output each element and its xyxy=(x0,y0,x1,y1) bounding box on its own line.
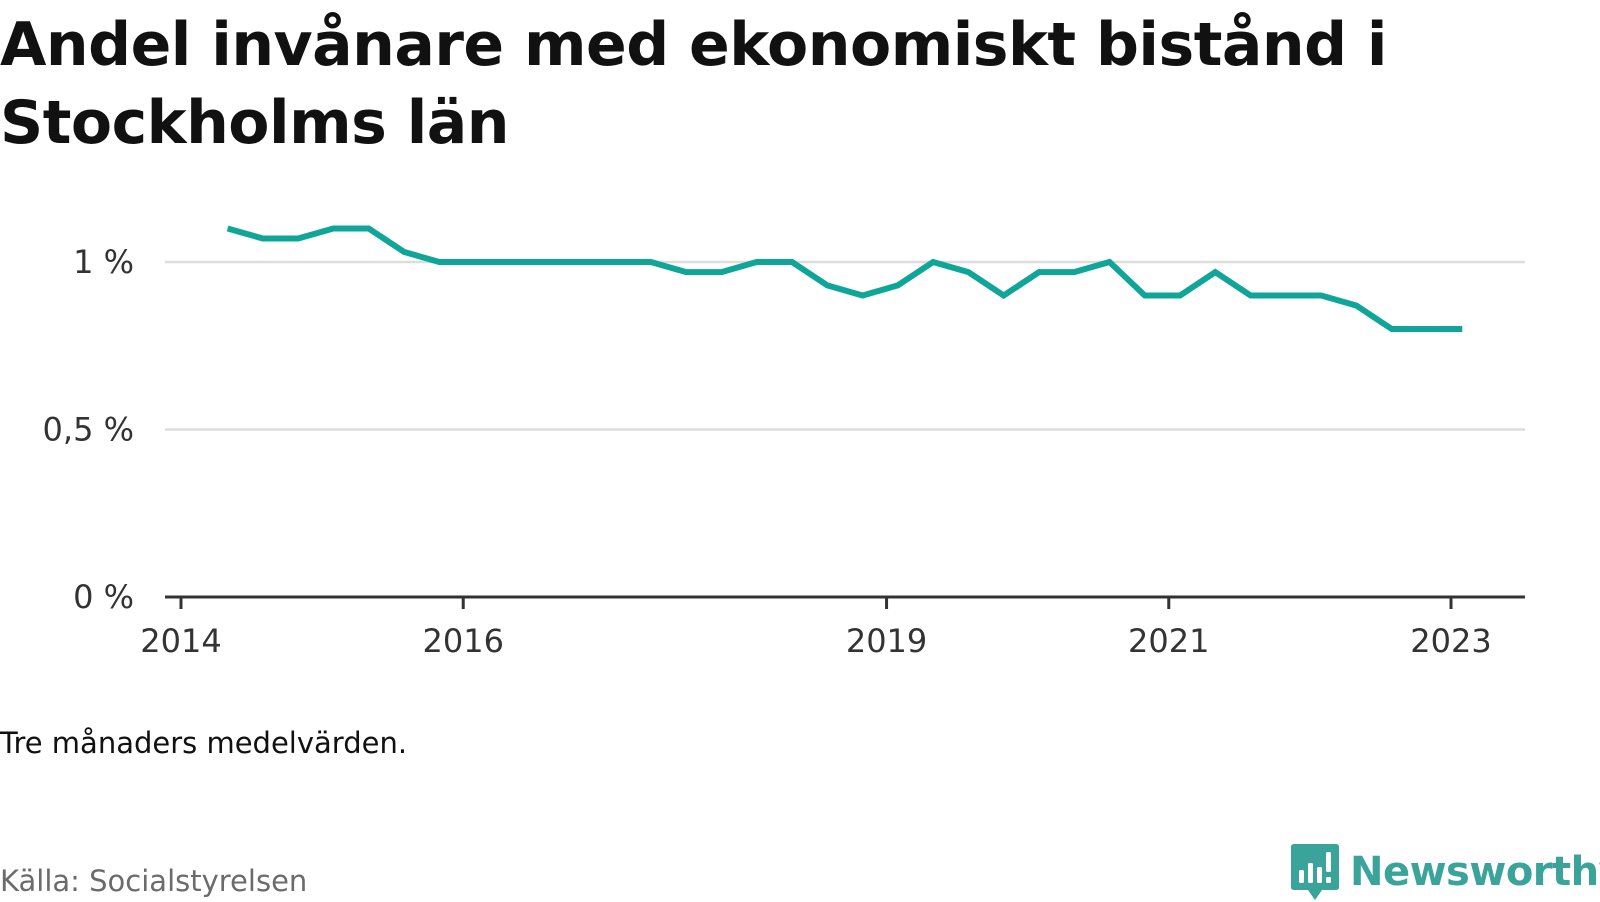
newsworthy-logo-icon xyxy=(1291,844,1339,900)
newsworthy-logo: Newsworthy xyxy=(1290,842,1600,902)
series-line xyxy=(226,225,1463,332)
x-tick-label: 2016 xyxy=(423,622,504,660)
y-axis-ticks: 0 % 0,5 % 1 % xyxy=(43,243,134,616)
source-credit: Källa: Socialstyrelsen xyxy=(0,864,308,898)
newsworthy-logo-text: Newsworthy xyxy=(1350,849,1600,895)
x-tick-label: 2014 xyxy=(140,622,221,660)
chart-note: Tre månaders medelvärden. xyxy=(0,726,408,760)
x-tick-label: 2019 xyxy=(846,622,927,660)
line-chart: 0 % 0,5 % 1 % 2014 2016 2019 2021 2023 xyxy=(43,225,1525,660)
series-layer xyxy=(226,225,1463,332)
x-axis: 2014 2016 2019 2021 2023 xyxy=(140,595,1525,660)
x-tick-label: 2023 xyxy=(1410,622,1491,660)
chart-title: Andel invånare med ekonomiskt bistånd i … xyxy=(0,10,1387,158)
y-tick-label: 0 % xyxy=(73,578,134,616)
x-tick-label: 2021 xyxy=(1128,622,1209,660)
y-tick-label: 0,5 % xyxy=(43,411,134,449)
grid-lines xyxy=(165,260,1525,431)
y-tick-label: 1 % xyxy=(73,243,134,281)
